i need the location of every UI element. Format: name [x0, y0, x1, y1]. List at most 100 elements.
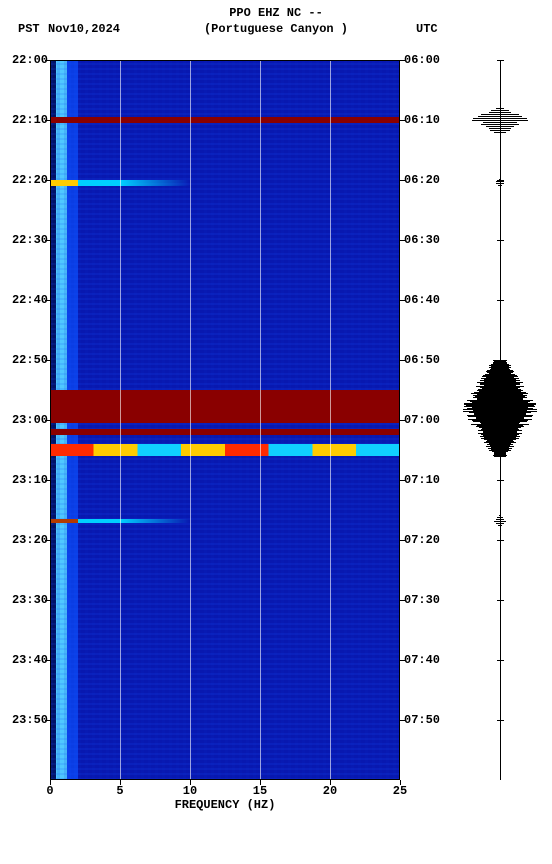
ytick-right: 07:40	[404, 653, 448, 667]
wave-tick	[497, 480, 504, 481]
wave-trace	[478, 116, 522, 117]
ytick-mark	[45, 720, 50, 721]
station-line: PPO EHZ NC --	[0, 6, 552, 20]
location-label: (Portuguese Canyon )	[0, 22, 552, 36]
ytick-left: 23:40	[8, 653, 48, 667]
ytick-mark	[400, 720, 405, 721]
spectrogram	[50, 60, 400, 780]
wave-trace	[491, 424, 509, 425]
ytick-right: 07:10	[404, 473, 448, 487]
ytick-right: 07:50	[404, 713, 448, 727]
ytick-left: 23:00	[8, 413, 48, 427]
ytick-left: 22:50	[8, 353, 48, 367]
wave-trace	[483, 122, 517, 123]
wave-trace	[494, 521, 507, 522]
wave-trace	[496, 519, 504, 520]
ytick-right: 06:20	[404, 173, 448, 187]
ytick-mark	[45, 540, 50, 541]
ytick-left: 22:10	[8, 113, 48, 127]
xtick: 10	[175, 784, 205, 798]
wave-trace	[490, 130, 511, 131]
wave-trace	[496, 436, 505, 437]
wave-trace	[499, 515, 501, 516]
wave-trace	[489, 112, 512, 113]
ytick-mark	[400, 60, 405, 61]
xtick-mark	[190, 780, 191, 785]
wave-trace	[496, 183, 503, 184]
wave-tick	[497, 60, 504, 61]
figure-root: PPO EHZ NC -- PST Nov10,2024 (Portuguese…	[0, 0, 552, 864]
wave-tick	[497, 600, 504, 601]
wave-tick	[497, 660, 504, 661]
wave-trace	[472, 120, 529, 121]
wave-tick	[497, 540, 504, 541]
wave-trace	[496, 181, 504, 182]
ytick-mark	[45, 240, 50, 241]
ytick-right: 06:40	[404, 293, 448, 307]
ytick-right: 06:00	[404, 53, 448, 67]
ytick-right: 06:10	[404, 113, 448, 127]
wave-trace	[491, 110, 509, 111]
wave-tick	[497, 240, 504, 241]
wave-trace	[486, 126, 513, 127]
wave-trace	[491, 428, 510, 429]
ytick-mark	[400, 240, 405, 241]
xtick: 20	[315, 784, 345, 798]
ytick-mark	[400, 600, 405, 601]
ytick-left: 22:30	[8, 233, 48, 247]
ytick-mark	[45, 480, 50, 481]
ytick-mark	[45, 180, 50, 181]
ytick-mark	[45, 660, 50, 661]
xtick: 15	[245, 784, 275, 798]
ytick-mark	[45, 300, 50, 301]
wave-tick	[497, 300, 504, 301]
wave-trace	[473, 118, 526, 119]
xtick-mark	[400, 780, 401, 785]
wave-trace	[494, 456, 506, 457]
station-code: PPO EHZ NC --	[0, 6, 552, 20]
wave-trace	[497, 517, 503, 518]
wave-trace	[493, 434, 508, 435]
wave-trace	[496, 523, 503, 524]
wave-trace	[496, 422, 504, 423]
ytick-right: 06:30	[404, 233, 448, 247]
ytick-mark	[400, 180, 405, 181]
ytick-mark	[400, 420, 405, 421]
ytick-right: 06:50	[404, 353, 448, 367]
ytick-left: 23:10	[8, 473, 48, 487]
ytick-mark	[45, 600, 50, 601]
wave-trace	[496, 108, 504, 109]
ytick-mark	[45, 120, 50, 121]
ytick-mark	[400, 360, 405, 361]
ytick-mark	[45, 360, 50, 361]
ytick-mark	[400, 660, 405, 661]
wave-trace	[499, 179, 501, 180]
ytick-mark	[45, 420, 50, 421]
wave-trace	[498, 185, 502, 186]
ytick-left: 23:20	[8, 533, 48, 547]
wave-trace	[481, 114, 519, 115]
xtick-mark	[330, 780, 331, 785]
wave-trace	[481, 124, 520, 125]
xtick-mark	[120, 780, 121, 785]
xtick-mark	[260, 780, 261, 785]
wave-trace	[498, 438, 502, 439]
waveform-strip	[460, 60, 540, 780]
xtick: 0	[35, 784, 65, 798]
ytick-right: 07:00	[404, 413, 448, 427]
ytick-mark	[400, 300, 405, 301]
tz-right-label: UTC	[416, 22, 438, 36]
ytick-left: 23:30	[8, 593, 48, 607]
xtick: 5	[105, 784, 135, 798]
ytick-mark	[400, 120, 405, 121]
xtick-mark	[50, 780, 51, 785]
wave-tick	[497, 720, 504, 721]
wave-trace	[489, 128, 510, 129]
wave-trace	[490, 430, 511, 431]
ytick-left: 22:00	[8, 53, 48, 67]
ytick-mark	[400, 540, 405, 541]
ytick-mark	[400, 480, 405, 481]
xtick: 25	[385, 784, 415, 798]
ytick-mark	[45, 60, 50, 61]
ytick-right: 07:30	[404, 593, 448, 607]
